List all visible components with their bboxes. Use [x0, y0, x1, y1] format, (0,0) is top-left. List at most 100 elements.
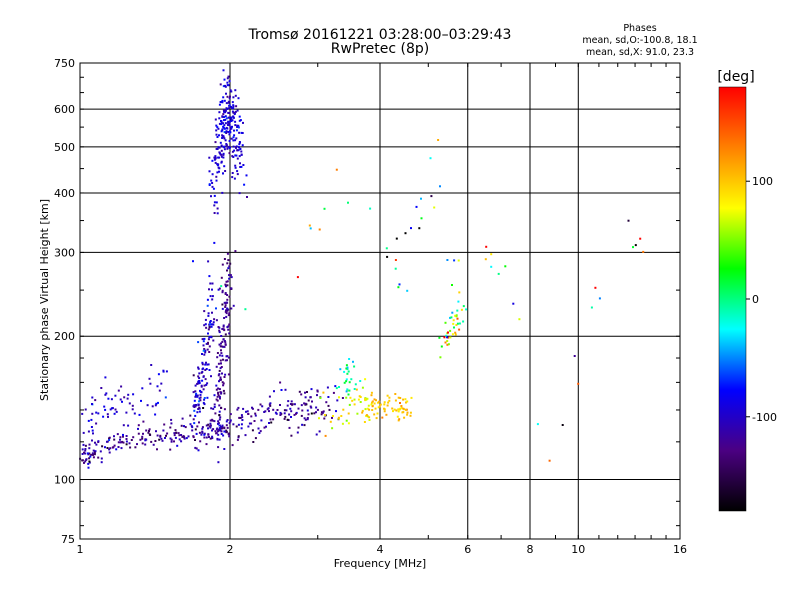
- data-point: [232, 145, 235, 148]
- data-point: [216, 356, 219, 359]
- data-point: [340, 415, 343, 417]
- data-point: [217, 127, 220, 130]
- data-point: [228, 80, 231, 83]
- data-point: [233, 134, 236, 137]
- data-point: [290, 416, 292, 418]
- data-point: [203, 337, 206, 340]
- data-point: [145, 429, 148, 432]
- data-point: [396, 415, 399, 418]
- data-point: [202, 349, 205, 352]
- x-tick-label: 4: [377, 543, 384, 556]
- data-point: [242, 407, 245, 410]
- data-point: [155, 430, 157, 433]
- data-point: [218, 373, 221, 376]
- data-point: [227, 259, 230, 262]
- data-point: [594, 286, 597, 289]
- data-point: [290, 434, 293, 437]
- data-point: [221, 424, 224, 427]
- data-point: [131, 408, 134, 411]
- data-point: [345, 367, 348, 370]
- data-point: [222, 135, 225, 138]
- data-point: [371, 409, 374, 411]
- data-point: [234, 120, 237, 123]
- data-point: [359, 401, 362, 403]
- data-point: [251, 407, 254, 410]
- data-point: [90, 453, 93, 456]
- data-point: [313, 412, 316, 415]
- data-point: [231, 172, 234, 174]
- data-point: [199, 440, 202, 443]
- data-point: [216, 352, 219, 354]
- plot-grid: [80, 63, 680, 539]
- data-point: [632, 246, 634, 249]
- data-point: [504, 265, 507, 268]
- data-point: [404, 398, 407, 401]
- data-point: [242, 121, 244, 124]
- data-point: [306, 417, 309, 419]
- data-point: [406, 400, 409, 403]
- data-point: [345, 380, 348, 383]
- data-point: [220, 406, 222, 409]
- data-point: [443, 336, 446, 339]
- data-point: [218, 103, 221, 106]
- data-point: [224, 111, 227, 114]
- data-point: [136, 443, 138, 446]
- data-point: [104, 408, 107, 411]
- data-point: [209, 323, 211, 326]
- data-point: [201, 338, 204, 341]
- data-point: [365, 398, 368, 401]
- data-point: [226, 147, 229, 150]
- data-point: [237, 149, 240, 152]
- data-point: [347, 370, 350, 373]
- data-point: [203, 384, 206, 387]
- data-point: [309, 227, 312, 230]
- data-point: [210, 407, 213, 410]
- data-point: [402, 407, 405, 410]
- data-point: [221, 99, 224, 102]
- data-point: [406, 411, 409, 414]
- legend-x-stats: mean, sd,X: 91.0, 23.3: [586, 47, 694, 58]
- data-point: [228, 104, 231, 107]
- data-point: [222, 358, 224, 361]
- y-tick-label: 300: [54, 246, 75, 259]
- data-point: [366, 407, 369, 410]
- data-point: [224, 118, 227, 121]
- data-point: [216, 126, 219, 129]
- data-point: [392, 410, 394, 413]
- data-point: [216, 395, 219, 398]
- data-point: [192, 391, 195, 394]
- data-point: [397, 410, 400, 413]
- data-point: [206, 396, 209, 399]
- data-point: [458, 328, 461, 331]
- data-point: [227, 101, 230, 104]
- data-point: [303, 402, 306, 405]
- data-point: [227, 120, 230, 123]
- data-point: [200, 433, 203, 436]
- data-point: [192, 374, 195, 377]
- data-point: [180, 424, 183, 427]
- data-point: [207, 312, 210, 315]
- data-point: [142, 432, 144, 435]
- data-point: [265, 425, 267, 428]
- data-point: [310, 388, 313, 391]
- data-point: [222, 152, 225, 155]
- data-point: [182, 435, 185, 438]
- data-point: [385, 247, 388, 250]
- data-point: [321, 411, 324, 414]
- data-point: [275, 412, 278, 415]
- data-point: [215, 398, 218, 401]
- data-point: [323, 414, 326, 416]
- data-point: [300, 414, 303, 417]
- data-point: [213, 403, 216, 406]
- data-point: [232, 116, 235, 119]
- y-tick-label: 600: [54, 103, 75, 116]
- data-point: [350, 378, 353, 381]
- data-point: [91, 412, 94, 415]
- data-point: [197, 341, 200, 344]
- data-point: [260, 419, 263, 422]
- data-point: [404, 232, 407, 235]
- data-point: [214, 155, 217, 158]
- data-point: [452, 322, 455, 325]
- data-point: [198, 410, 201, 413]
- data-point: [279, 404, 281, 406]
